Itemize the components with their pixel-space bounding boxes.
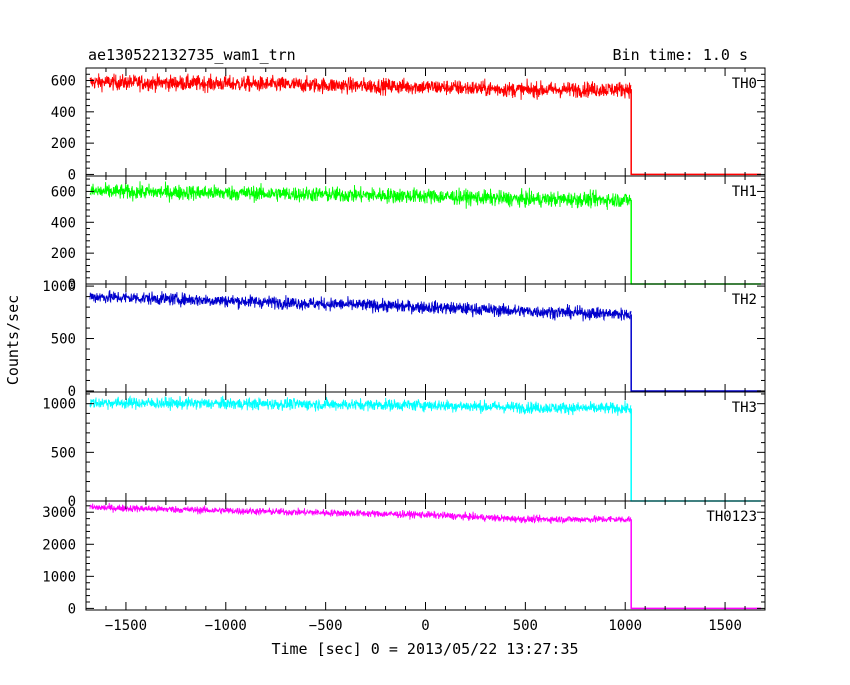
y-tick-label: 0 — [68, 494, 76, 510]
y-tick-label: 400 — [51, 105, 76, 121]
series-line-th2 — [89, 289, 632, 322]
panels-layer: 0 200 400 600 TH0 0 200 400 600 TH1 0 500 1000 TH2 0 50… — [42, 67, 766, 634]
x-tick-label: 1000 — [608, 618, 642, 634]
y-tick-label: 600 — [51, 74, 76, 90]
panel-th0123: 0 1000 2000 3000 TH0123 — [42, 500, 766, 617]
chart-title: ae130522132735_wam1_trn — [88, 46, 296, 64]
y-tick-label: 0 — [68, 277, 76, 293]
panel-frame-th0 — [85, 67, 766, 177]
series-baseline-th0123 — [630, 519, 762, 610]
panel-th3: 0 500 1000 TH3 — [42, 391, 766, 510]
series-line-th3 — [89, 395, 632, 416]
y-tick-label: 600 — [51, 184, 76, 200]
y-tick-label: 1000 — [42, 397, 76, 413]
panel-label-th0123: TH0123 — [706, 509, 757, 525]
y-tick-label: 400 — [51, 215, 76, 231]
y-tick-label: 1000 — [42, 569, 76, 585]
y-tick-label: 0 — [68, 601, 76, 617]
x-tick-label: −1000 — [205, 618, 247, 634]
y-axis-label: Counts/sec — [4, 295, 22, 385]
y-tick-label: 200 — [51, 246, 76, 262]
x-tick-label: 1500 — [708, 618, 742, 634]
x-tick-label: −1500 — [105, 618, 147, 634]
series-line-th0 — [89, 73, 632, 100]
series-baseline-th0 — [630, 89, 762, 176]
y-tick-label: 3000 — [42, 505, 76, 521]
x-tick-label: 500 — [513, 618, 538, 634]
y-tick-label: 200 — [51, 136, 76, 152]
y-tick-label: 500 — [51, 445, 76, 461]
panel-label-th1: TH1 — [732, 184, 757, 200]
y-tick-label: 2000 — [42, 537, 76, 553]
panel-frame-th1 — [85, 175, 766, 285]
series-line-th1 — [89, 181, 632, 210]
x-tick-label: 0 — [421, 618, 429, 634]
y-tick-label: 1000 — [42, 279, 76, 295]
panel-th2: 0 500 1000 TH2 — [42, 279, 766, 400]
x-tick-label: −500 — [309, 618, 343, 634]
series-baseline-th3 — [630, 408, 762, 502]
chart-subtitle: Bin time: 1.0 s — [613, 46, 748, 64]
y-tick-label: 500 — [51, 332, 76, 348]
x-axis-label: Time [sec] 0 = 2013/05/22 13:27:35 — [271, 640, 578, 658]
series-baseline-th2 — [630, 314, 762, 392]
panel-th0: 0 200 400 600 TH0 — [51, 67, 766, 183]
panel-label-th0: TH0 — [732, 76, 757, 92]
panel-frame-th0123 — [85, 500, 766, 611]
series-line-th0123 — [89, 502, 632, 525]
panel-th1: 0 200 400 600 TH1 — [51, 175, 766, 293]
panel-label-th3: TH3 — [732, 400, 757, 416]
series-baseline-th1 — [630, 199, 762, 285]
y-tick-label: 0 — [68, 384, 76, 400]
y-tick-label: 0 — [68, 167, 76, 183]
panel-label-th2: TH2 — [732, 292, 757, 308]
